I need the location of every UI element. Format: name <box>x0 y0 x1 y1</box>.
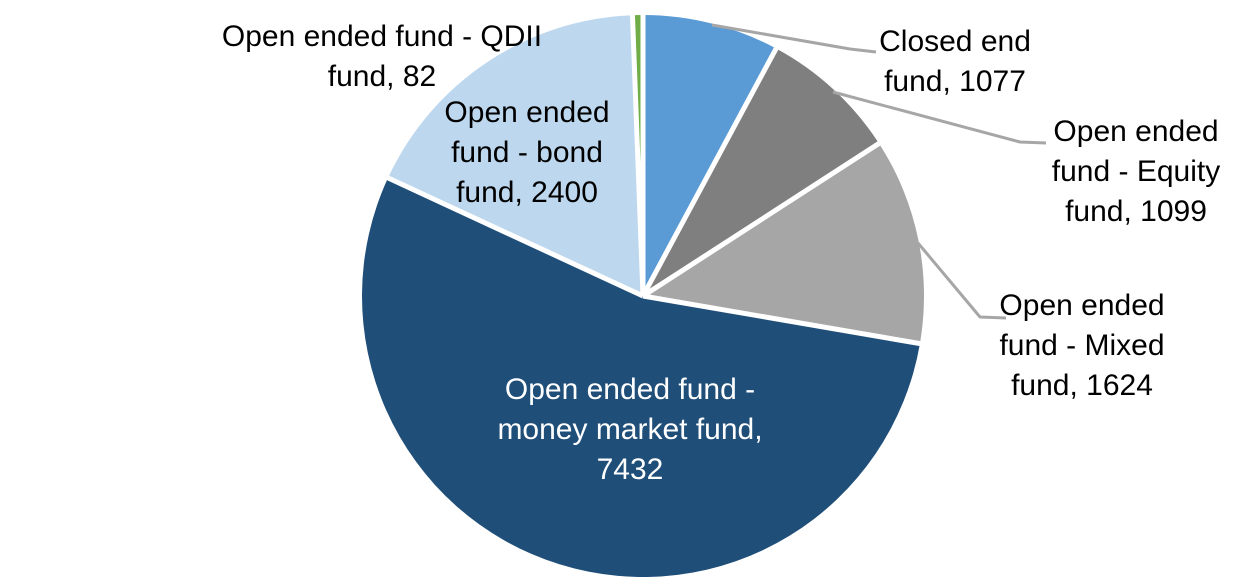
slice-separator <box>642 293 922 347</box>
pie-label-line: 7432 <box>596 453 664 486</box>
pie-label-line: Open ended <box>444 96 610 129</box>
pie-slice-open-ended-fund-money-market-fund <box>362 177 920 578</box>
pie-label-line: Open ended <box>1053 115 1219 148</box>
slice-separator <box>640 46 779 298</box>
pie-label-line: Open ended fund - QDII <box>221 20 543 53</box>
pie-label-line: Closed end <box>879 25 1031 58</box>
pie-slice-closed-end-fund <box>643 15 777 296</box>
pie-label-line: fund, 1077 <box>884 65 1026 98</box>
slice-separator <box>629 14 646 297</box>
pie-label-closed-end-fund: Closed end fund, 1077 <box>879 22 1031 102</box>
pie-label-line: fund, 82 <box>327 60 437 93</box>
pie-label-line: Open ended fund - <box>504 373 756 406</box>
pie-label-open-ended-fund-qdii-fund: Open ended fund - QDII fund, 82 <box>222 17 542 97</box>
slice-separator <box>386 175 645 299</box>
leader-line-open-ended-fund-mixed-fund <box>916 242 1007 320</box>
pie-label-line: fund - Mixed <box>999 329 1165 362</box>
pie-label-open-ended-fund-money-market-fund: Open ended fund - money market fund, 7432 <box>497 370 762 490</box>
pie-label-line: fund - Equity <box>1051 155 1221 188</box>
pie-slice-open-ended-fund-bond-fund <box>388 15 643 296</box>
pie-label-line: fund - bond <box>451 136 603 169</box>
pie-label-line: money market fund, <box>497 413 763 446</box>
slice-separator <box>641 140 882 299</box>
leader-line-closed-end-fund <box>711 23 877 54</box>
pie-slice-open-ended-fund-equity-fund <box>643 48 879 296</box>
pie-label-line: Open ended <box>999 289 1165 322</box>
pie-label-line: fund, 1624 <box>1011 369 1153 402</box>
pie-label-line: fund, 2400 <box>456 176 598 209</box>
pie-label-line: fund, 1099 <box>1065 195 1207 228</box>
pie-label-open-ended-fund-bond-fund: Open ended fund - bond fund, 2400 <box>444 93 609 213</box>
pie-label-open-ended-fund-mixed-fund: Open ended fund - Mixed fund, 1624 <box>999 286 1164 406</box>
leader-line-open-ended-fund-equity-fund <box>832 90 1047 145</box>
pie-label-open-ended-fund-equity-fund: Open ended fund - Equity fund, 1099 <box>1052 112 1220 232</box>
pie-slice-open-ended-fund-mixed-fund <box>643 143 925 344</box>
